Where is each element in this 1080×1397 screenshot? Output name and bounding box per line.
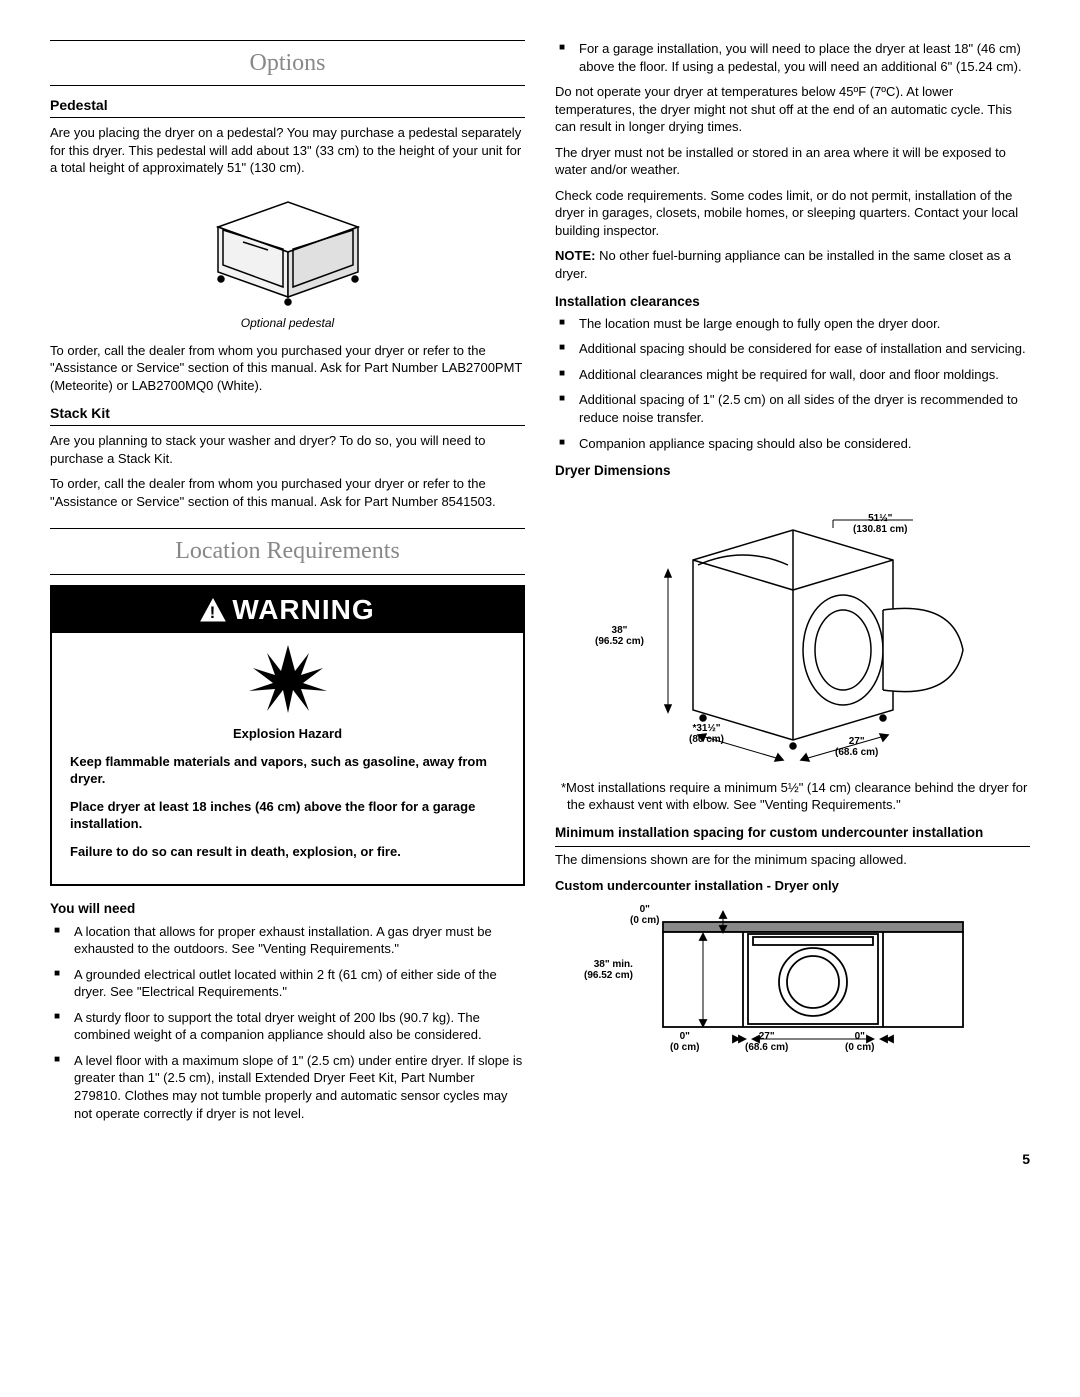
ic-item: Additional clearances might be required … bbox=[555, 366, 1030, 384]
explosion-icon bbox=[70, 643, 505, 718]
ic-item: Additional spacing should be considered … bbox=[555, 340, 1030, 358]
uc-top: 0"(0 cm) bbox=[630, 904, 659, 926]
dim-38: 38"(96.52 cm) bbox=[595, 625, 644, 647]
need-item: A location that allows for proper exhaus… bbox=[50, 923, 525, 958]
warning-box: ! WARNING Explosion Hazard Keep flammabl… bbox=[50, 585, 525, 887]
need-item: A sturdy floor to support the total drye… bbox=[50, 1009, 525, 1044]
undercounter-figure: 0"(0 cm) 38" min.(96.52 cm) 0"(0 cm) 27"… bbox=[555, 904, 1030, 1059]
location-title: Location Requirements bbox=[50, 528, 525, 574]
need-item: A grounded electrical outlet located wit… bbox=[50, 966, 525, 1001]
ic-item: The location must be large enough to ful… bbox=[555, 315, 1030, 333]
warning-line3: Failure to do so can result in death, ex… bbox=[70, 843, 505, 861]
ic-item: Additional spacing of 1" (2.5 cm) on all… bbox=[555, 391, 1030, 426]
top-bullet-list: For a garage installation, you will need… bbox=[555, 40, 1030, 75]
min-install-p: The dimensions shown are for the minimum… bbox=[555, 851, 1030, 869]
stackkit-p1: Are you planning to stack your washer an… bbox=[50, 432, 525, 467]
uc-bc: 27"(68.6 cm) bbox=[745, 1031, 788, 1053]
uc-side: 38" min.(96.52 cm) bbox=[584, 959, 633, 981]
warning-line2: Place dryer at least 18 inches (46 cm) a… bbox=[70, 798, 505, 833]
dryer-dims-heading: Dryer Dimensions bbox=[555, 462, 1030, 480]
install-clear-list: The location must be large enough to ful… bbox=[555, 315, 1030, 452]
left-column: Options Pedestal Are you placing the dry… bbox=[50, 40, 525, 1130]
need-item: A level floor with a maximum slope of 1"… bbox=[50, 1052, 525, 1122]
dim-51: 51½"(130.81 cm) bbox=[853, 513, 907, 535]
install-clear-heading: Installation clearances bbox=[555, 293, 1030, 311]
min-install-heading: Minimum installation spacing for custom … bbox=[555, 824, 1030, 847]
youwillneed-list: A location that allows for proper exhaus… bbox=[50, 923, 525, 1122]
stackkit-heading: Stack Kit bbox=[50, 404, 525, 426]
page-number: 5 bbox=[50, 1150, 1030, 1169]
warning-body: Explosion Hazard Keep flammable material… bbox=[52, 633, 523, 885]
undercounter-icon bbox=[603, 904, 983, 1054]
uc-bl: 0"(0 cm) bbox=[670, 1031, 699, 1053]
uc-br: 0"(0 cm) bbox=[845, 1031, 874, 1053]
pedestal-heading: Pedestal bbox=[50, 96, 525, 118]
dims-footnote: *Most installations require a minimum 5½… bbox=[555, 779, 1030, 814]
right-column: For a garage installation, you will need… bbox=[555, 40, 1030, 1130]
top-bullet: For a garage installation, you will need… bbox=[555, 40, 1030, 75]
pedestal-p1: Are you placing the dryer on a pedestal?… bbox=[50, 124, 525, 177]
dryer-dims-icon bbox=[583, 490, 1003, 770]
right-note: NOTE: No other fuel-burning appliance ca… bbox=[555, 247, 1030, 282]
warning-triangle-icon: ! bbox=[200, 598, 226, 622]
dim-31: *31½"(80 cm) bbox=[689, 723, 724, 745]
options-title: Options bbox=[50, 40, 525, 86]
warning-header: ! WARNING bbox=[52, 587, 523, 633]
stackkit-p2: To order, call the dealer from whom you … bbox=[50, 475, 525, 510]
ic-item: Companion appliance spacing should also … bbox=[555, 435, 1030, 453]
custom-uc-heading: Custom undercounter installation - Dryer… bbox=[555, 877, 1030, 895]
note-label: NOTE: bbox=[555, 248, 595, 263]
svg-text:!: ! bbox=[210, 603, 217, 622]
pedestal-p2: To order, call the dealer from whom you … bbox=[50, 342, 525, 395]
right-p1: Do not operate your dryer at temperature… bbox=[555, 83, 1030, 136]
dryer-dims-figure: 38"(96.52 cm) 51½"(130.81 cm) *31½"(80 c… bbox=[555, 490, 1030, 775]
pedestal-caption: Optional pedestal bbox=[50, 315, 525, 331]
warning-line1: Keep flammable materials and vapors, suc… bbox=[70, 753, 505, 788]
warning-label: WARNING bbox=[232, 591, 374, 629]
note-text: No other fuel-burning appliance can be i… bbox=[555, 248, 1011, 281]
page-columns: Options Pedestal Are you placing the dry… bbox=[50, 40, 1030, 1130]
dim-27: 27"(68.6 cm) bbox=[835, 736, 878, 758]
right-p2: The dryer must not be installed or store… bbox=[555, 144, 1030, 179]
youwillneed-heading: You will need bbox=[50, 900, 525, 918]
pedestal-figure bbox=[50, 187, 525, 312]
warning-hazard: Explosion Hazard bbox=[70, 725, 505, 743]
right-p3: Check code requirements. Some codes limi… bbox=[555, 187, 1030, 240]
pedestal-icon bbox=[188, 187, 388, 307]
